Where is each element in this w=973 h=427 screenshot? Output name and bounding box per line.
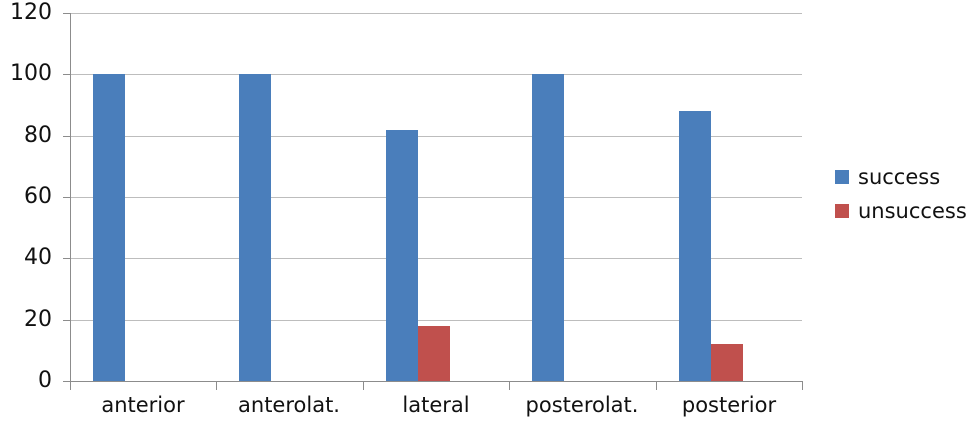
- gridline: [70, 197, 802, 198]
- gridline: [70, 13, 802, 14]
- x-axis-tick: [802, 381, 803, 390]
- legend-item-unsuccess: unsuccess: [835, 199, 967, 223]
- y-axis-tick: [63, 381, 70, 382]
- y-axis-label: 80: [24, 123, 52, 148]
- x-axis-tick: [70, 381, 71, 390]
- x-axis-line: [70, 381, 802, 382]
- y-axis-tick: [63, 320, 70, 321]
- x-axis-label: lateral: [402, 393, 470, 417]
- bar-unsuccess-posterior: [711, 344, 743, 381]
- legend-item-success: success: [835, 165, 940, 189]
- bar-success-anterior: [93, 74, 125, 381]
- x-axis-label: posterior: [681, 393, 777, 417]
- x-axis-tick: [656, 381, 657, 390]
- gridline: [70, 320, 802, 321]
- y-axis-tick: [63, 74, 70, 75]
- y-axis-tick: [63, 197, 70, 198]
- y-axis-label: 60: [24, 184, 52, 209]
- y-axis-tick: [63, 13, 70, 14]
- bar-success-posterior: [679, 111, 711, 381]
- y-axis-label: 100: [10, 61, 52, 86]
- legend-label: unsuccess: [858, 199, 967, 223]
- x-axis-tick: [216, 381, 217, 390]
- y-axis-tick: [63, 136, 70, 137]
- y-axis-line: [70, 13, 71, 381]
- y-axis-label: 120: [10, 0, 52, 25]
- y-axis-label: 40: [24, 245, 52, 270]
- bar-success-anterolat: [239, 74, 271, 381]
- legend-marker-unsuccess: [835, 204, 849, 218]
- legend-label: success: [858, 165, 941, 189]
- x-axis-tick: [509, 381, 510, 390]
- y-axis-label: 0: [38, 368, 52, 393]
- x-axis-label: anterolat.: [238, 393, 340, 417]
- x-axis-tick: [363, 381, 364, 390]
- gridline: [70, 136, 802, 137]
- y-axis-label: 20: [24, 307, 52, 332]
- x-axis-label: anterior: [101, 393, 185, 417]
- bar-success-lateral: [386, 130, 418, 381]
- gridline: [70, 74, 802, 75]
- bar-success-posterolat: [532, 74, 564, 381]
- gridline: [70, 258, 802, 259]
- y-axis-tick: [63, 258, 70, 259]
- bar-unsuccess-lateral: [418, 326, 450, 381]
- x-axis-label: posterolat.: [525, 393, 639, 417]
- legend-marker-success: [835, 170, 849, 184]
